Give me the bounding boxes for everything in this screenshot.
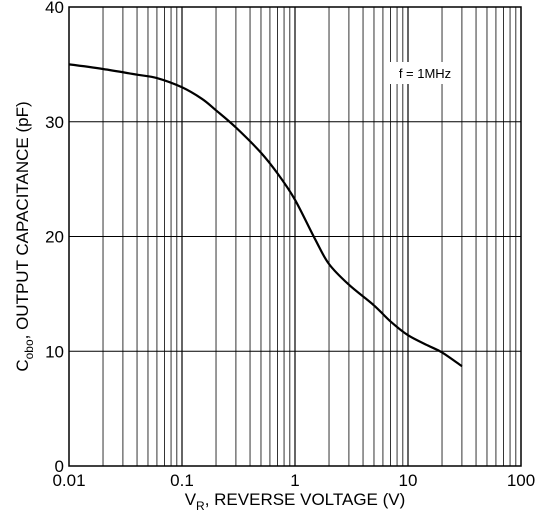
y-tick-label: 20 xyxy=(45,228,64,247)
y-tick-label: 30 xyxy=(45,113,64,132)
y-axis-label: Cobo, OUTPUT CAPACITANCE (pF) xyxy=(13,101,36,371)
annotation-background xyxy=(389,62,461,84)
x-tick-labels: 0.01 0.1 1 10 100 xyxy=(52,471,535,490)
y-axis-label-main: C xyxy=(13,359,32,371)
x-tick-label: 100 xyxy=(507,471,535,490)
plot-frame xyxy=(68,6,522,467)
y-tick-label: 0 xyxy=(55,457,64,476)
y-axis-label-sub: obo xyxy=(22,339,36,359)
y-tick-label: 10 xyxy=(45,342,64,361)
x-axis-label-main: V xyxy=(185,490,197,509)
x-tick-label: 10 xyxy=(399,471,418,490)
frequency-annotation: f = 1MHz xyxy=(399,66,451,81)
x-tick-label: 0.1 xyxy=(170,471,194,490)
y-tick-label: 40 xyxy=(45,0,64,17)
x-axis-label-rest: , REVERSE VOLTAGE (V) xyxy=(205,490,406,509)
x-axis-label-sub: R xyxy=(196,499,205,513)
x-tick-label: 0.01 xyxy=(52,471,85,490)
capacitance-curve xyxy=(68,63,463,368)
y-tick-labels: 0 10 20 30 40 xyxy=(45,0,64,476)
horizontal-gridlines xyxy=(69,121,521,352)
y-axis-label-rest: , OUTPUT CAPACITANCE (pF) xyxy=(13,101,32,339)
x-tick-label: 1 xyxy=(290,471,299,490)
x-axis-label: VR, REVERSE VOLTAGE (V) xyxy=(185,490,406,513)
